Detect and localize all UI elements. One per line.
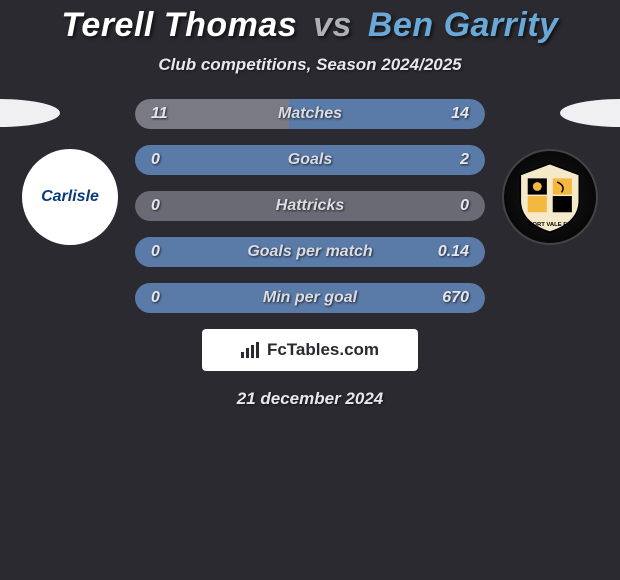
stat-row: 0 Goals 2	[135, 145, 485, 175]
stat-value-p2: 2	[460, 151, 469, 169]
subtitle: Club competitions, Season 2024/2025	[0, 55, 620, 75]
stat-value-p2: 670	[442, 289, 469, 307]
stat-row: 0 Hattricks 0	[135, 191, 485, 221]
stat-label: Goals per match	[247, 243, 372, 261]
player1-name: Terell Thomas	[61, 6, 297, 44]
stat-label: Matches	[278, 105, 342, 123]
stat-value-p2: 0.14	[438, 243, 469, 261]
club-left-label: Carlisle	[41, 188, 99, 206]
stat-label: Goals	[288, 151, 332, 169]
svg-text:PORT VALE FC: PORT VALE FC	[529, 222, 572, 228]
stat-value-p1: 0	[151, 151, 160, 169]
stat-value-p1: 0	[151, 197, 160, 215]
club-badge-left: Carlisle	[22, 149, 118, 245]
stat-label: Hattricks	[276, 197, 344, 215]
stat-row: 0 Min per goal 670	[135, 283, 485, 313]
stat-row: 11 Matches 14	[135, 99, 485, 129]
attribution-text: FcTables.com	[267, 340, 379, 360]
stat-value-p2: 14	[451, 105, 469, 123]
stat-label: Min per goal	[263, 289, 357, 307]
vs-text: vs	[313, 6, 352, 44]
player2-name: Ben Garrity	[368, 6, 559, 44]
player1-oval	[0, 99, 60, 127]
player2-oval	[560, 99, 620, 127]
bar-chart-icon	[241, 342, 261, 358]
stats-table: 11 Matches 14 0 Goals 2 0 Hattricks 0 0 Goals per …	[135, 99, 485, 313]
club-right-crest-icon: PORT VALE FC	[513, 160, 587, 234]
stat-value-p1: 0	[151, 243, 160, 261]
date-label: 21 december 2024	[0, 389, 620, 409]
stat-row: 0 Goals per match 0.14	[135, 237, 485, 267]
comparison-title: Terell Thomas vs Ben Garrity	[0, 0, 620, 45]
club-badge-right: PORT VALE FC	[502, 149, 598, 245]
stat-value-p2: 0	[460, 197, 469, 215]
stat-value-p1: 11	[151, 105, 168, 123]
stat-value-p1: 0	[151, 289, 160, 307]
attribution-badge[interactable]: FcTables.com	[202, 329, 418, 371]
comparison-layout: Carlisle PORT VALE FC 11 Matches 14 0 Goals 2…	[0, 99, 620, 409]
